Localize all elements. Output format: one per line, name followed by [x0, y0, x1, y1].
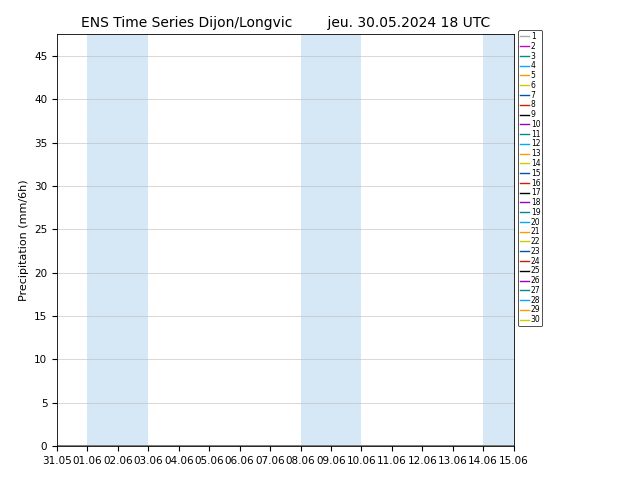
Bar [483, 34, 514, 446]
Bar [87, 34, 118, 446]
Title: ENS Time Series Dijon/Longvic        jeu. 30.05.2024 18 UTC: ENS Time Series Dijon/Longvic jeu. 30.05… [81, 16, 490, 30]
Y-axis label: Precipitation (mm/6h): Precipitation (mm/6h) [18, 179, 29, 301]
Legend: 1, 2, 3, 4, 5, 6, 7, 8, 9, 10, 11, 12, 13, 14, 15, 16, 17, 18, 19, 20, 21, 22, 2: 1, 2, 3, 4, 5, 6, 7, 8, 9, 10, 11, 12, 1… [518, 30, 542, 326]
Bar [301, 34, 331, 446]
Bar [118, 34, 148, 446]
Bar [331, 34, 361, 446]
